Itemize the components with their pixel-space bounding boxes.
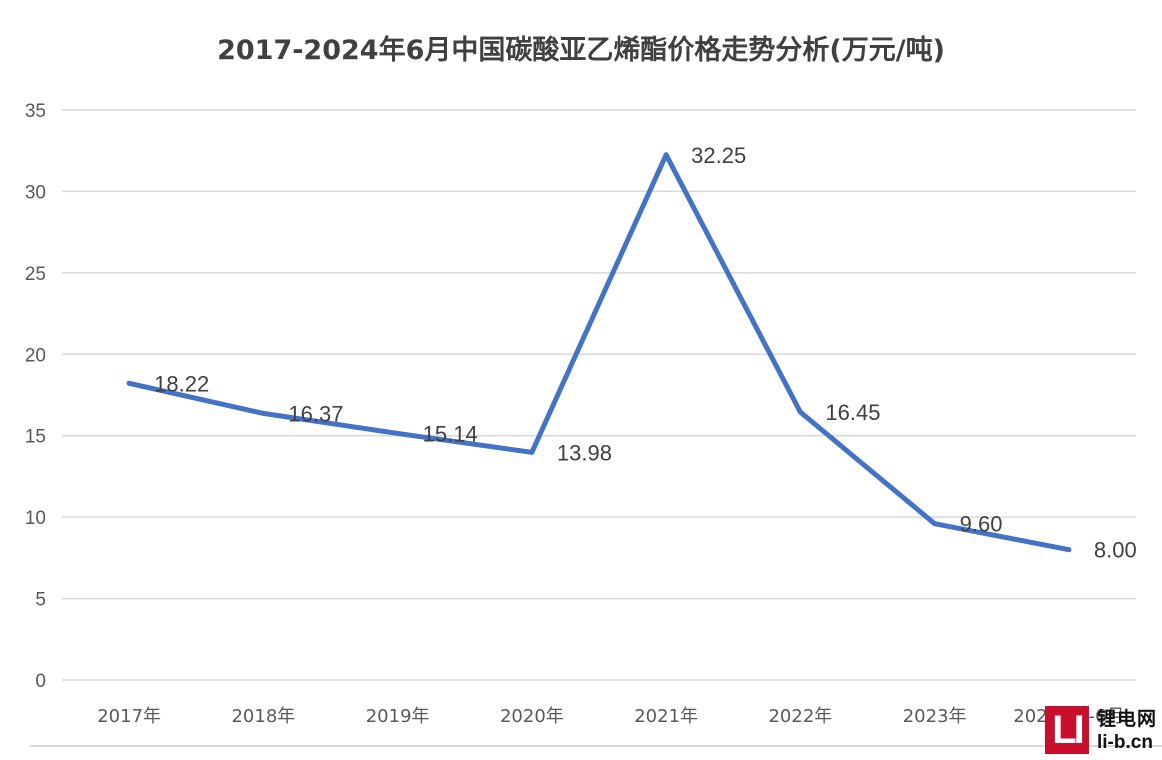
y-tick-label: 0 [35,671,46,692]
data-label: 13.98 [557,440,612,465]
x-tick-label: 2017年 [97,706,161,727]
x-axis-ticks: 2017年2018年2019年2020年2021年2022年2023年2024年… [97,706,1124,727]
x-tick-label: 2023年 [903,706,967,727]
y-tick-label: 15 [25,427,46,448]
y-tick-label: 10 [25,508,46,529]
series-line [126,152,1072,553]
x-tick-label: 2018年 [231,706,295,727]
data-point [395,430,401,436]
watermark-box [1045,706,1089,754]
y-tick-label: 20 [25,345,46,366]
watermark-logo: LI 锂电网 li-b.cn [1045,698,1162,760]
x-tick-label: 2019年 [366,706,430,727]
watermark-name: 锂电网 [1097,708,1158,730]
y-tick-label: 30 [25,182,46,203]
data-point [529,449,535,455]
data-labels: 18.22 16.37 15.14 13.98 32.25 16.45 9.60 8.00 [154,143,1137,563]
data-label: 15.14 [423,421,478,446]
data-point [260,410,266,416]
y-tick-label: 25 [25,264,46,285]
data-point [932,521,938,527]
watermark-logo-text: LI [1052,708,1085,752]
chart-title: 2017-2024年6月中国碳酸亚乙烯酯价格走势分析(万元/吨) [217,35,945,66]
data-point [126,380,132,386]
data-label: 32.25 [691,143,746,168]
y-tick-label: 35 [25,101,46,122]
x-tick-label: 2021年 [634,706,698,727]
grid-lines [62,109,1136,681]
data-label: 8.00 [1094,538,1137,563]
x-tick-label: 2022年 [768,706,832,727]
data-label: 16.37 [288,401,343,426]
data-point [797,409,803,415]
y-tick-label: 5 [35,590,46,611]
data-point [663,152,669,158]
y-axis-ticks: 0 5 10 15 20 25 30 35 [25,101,46,692]
watermark-url: li-b.cn [1097,732,1153,753]
x-tick-label: 2020年 [500,706,564,727]
data-label: 16.45 [825,400,880,425]
plot-series [126,152,1072,553]
data-point [1066,547,1072,553]
data-label: 18.22 [154,371,209,396]
data-label: 9.60 [960,512,1003,537]
